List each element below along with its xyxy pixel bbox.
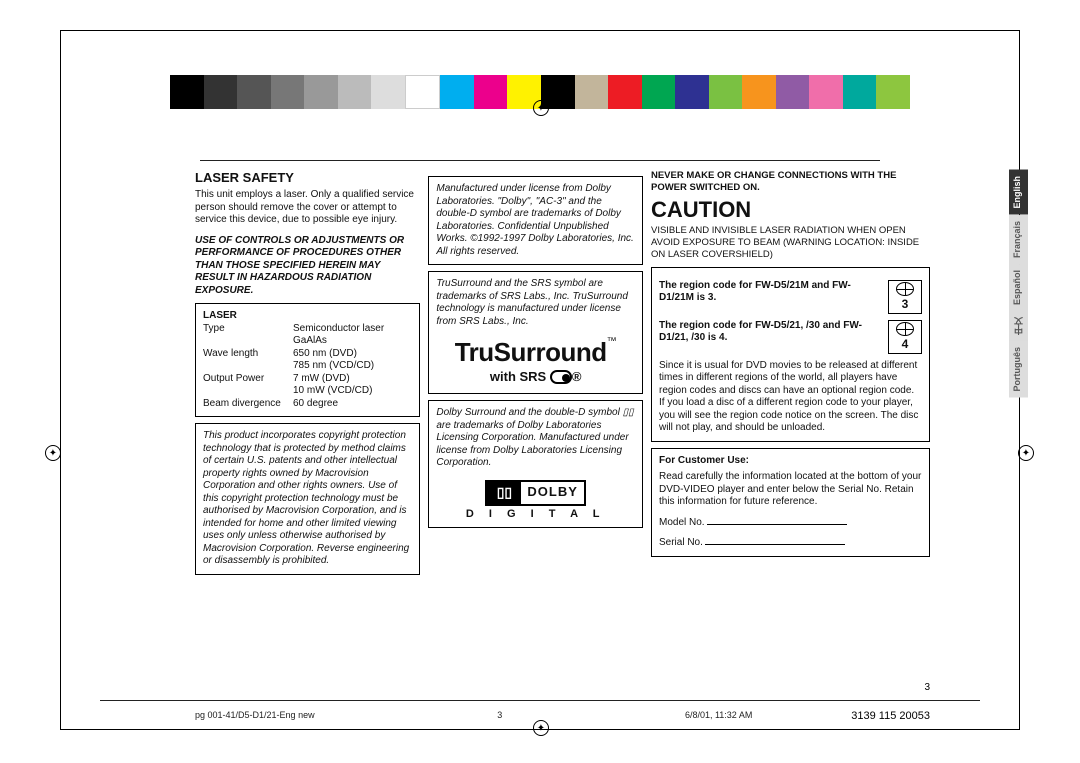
footer-page: 3 bbox=[497, 710, 502, 720]
srs-text: TruSurround and the SRS symbol are trade… bbox=[436, 278, 635, 328]
spec-row: Wave length650 nm (DVD) bbox=[203, 348, 412, 361]
dolby-digital-sub: D I G I T A L bbox=[436, 508, 635, 522]
model-no-line: Model No. bbox=[659, 517, 922, 530]
column-2: Manufactured under license from Dolby La… bbox=[428, 170, 643, 581]
region-code-3-text: The region code for FW-D5/21M and FW-D1/… bbox=[659, 280, 882, 305]
srs-box: TruSurround and the SRS symbol are trade… bbox=[428, 271, 643, 394]
dolby-license-box-2: Dolby Surround and the double-D symbol ▯… bbox=[428, 400, 643, 528]
lang-tab-francais: Français bbox=[1009, 215, 1028, 264]
spec-row: Beam divergence60 degree bbox=[203, 398, 412, 411]
laser-label: LASER bbox=[203, 310, 412, 323]
rule-top bbox=[200, 160, 880, 161]
customer-use-box: For Customer Use: Read carefully the inf… bbox=[651, 448, 930, 557]
registration-mark-top: ✦ bbox=[533, 100, 549, 116]
footer-meta: pg 001-41/D5-D1/21-Eng new 3 6/8/01, 11:… bbox=[195, 710, 935, 720]
double-d-icon: ▯▯ bbox=[487, 482, 521, 504]
region-icon-4: 4 bbox=[888, 320, 922, 354]
column-3: NEVER MAKE OR CHANGE CONNECTIONS WITH TH… bbox=[651, 170, 930, 581]
spec-row: 10 mW (VCD/CD) bbox=[203, 385, 412, 398]
with-label: with bbox=[490, 369, 520, 384]
dolby-word: DOLBY bbox=[521, 482, 584, 504]
language-tabs: English Français Español 中文 Português bbox=[1009, 170, 1028, 397]
lang-tab-english: English bbox=[1009, 170, 1028, 215]
tm-symbol: ™ bbox=[607, 336, 617, 347]
trusurround-word: TruSurround bbox=[455, 337, 607, 367]
footer-date: 6/8/01, 11:32 AM bbox=[685, 710, 752, 720]
rule-bottom bbox=[100, 700, 980, 701]
region-icon-3: 3 bbox=[888, 280, 922, 314]
region-code-4-text: The region code for FW-D5/21, /30 and FW… bbox=[659, 320, 882, 345]
lang-tab-chinese: 中文 bbox=[1009, 311, 1028, 341]
globe-icon bbox=[896, 322, 914, 336]
globe-icon bbox=[896, 282, 914, 296]
page-number: 3 bbox=[924, 682, 930, 693]
laser-hazard-warning: USE OF CONTROLS OR ADJUSTMENTS OR PERFOR… bbox=[195, 235, 420, 298]
spec-row: 785 nm (VCD/CD) bbox=[203, 360, 412, 373]
connection-warning: NEVER MAKE OR CHANGE CONNECTIONS WITH TH… bbox=[651, 170, 930, 194]
region-code-box: The region code for FW-D5/21M and FW-D1/… bbox=[651, 267, 930, 442]
serial-no-line: Serial No. bbox=[659, 537, 922, 550]
customer-use-heading: For Customer Use: bbox=[659, 455, 922, 468]
spec-row: TypeSemiconductor laser GaAlAs bbox=[203, 323, 412, 348]
registration-mark-right: ✦ bbox=[1018, 445, 1034, 461]
caution-body: VISIBLE AND INVISIBLE LASER RADIATION WH… bbox=[651, 225, 930, 261]
dolby-surround-text: Dolby Surround and the double-D symbol ▯… bbox=[436, 407, 635, 470]
laser-spec-box: LASER TypeSemiconductor laser GaAlAsWave… bbox=[195, 303, 420, 417]
column-1: LASER SAFETY This unit employs a laser. … bbox=[195, 170, 420, 581]
region-num-3: 3 bbox=[902, 297, 909, 312]
lang-tab-espanol: Español bbox=[1009, 264, 1028, 311]
content-columns: LASER SAFETY This unit employs a laser. … bbox=[195, 170, 930, 581]
srs-icon bbox=[550, 370, 572, 384]
region-body-text: Since it is usual for DVD movies to be r… bbox=[659, 360, 922, 435]
dolby-digital-logo: ▯▯ DOLBY D I G I T A L bbox=[436, 480, 635, 522]
dolby-license-box-1: Manufactured under license from Dolby La… bbox=[428, 176, 643, 265]
caution-heading: CAUTION bbox=[651, 196, 930, 224]
spec-row: Output Power7 mW (DVD) bbox=[203, 373, 412, 386]
laser-safety-heading: LASER SAFETY bbox=[195, 170, 420, 186]
trusurround-logo: TruSurround™ with SRS ® bbox=[436, 336, 635, 385]
customer-use-body: Read carefully the information located a… bbox=[659, 471, 922, 509]
macrovision-box: This product incorporates copyright prot… bbox=[195, 423, 420, 575]
lang-tab-portugues: Português bbox=[1009, 341, 1028, 398]
reg-symbol: ® bbox=[572, 369, 582, 384]
region-num-4: 4 bbox=[902, 337, 909, 352]
srs-word: SRS bbox=[520, 369, 547, 384]
registration-mark-bottom: ✦ bbox=[533, 720, 549, 736]
laser-safety-intro: This unit employs a laser. Only a qualif… bbox=[195, 189, 420, 227]
registration-mark-left: ✦ bbox=[45, 445, 61, 461]
footer-filename: pg 001-41/D5-D1/21-Eng new bbox=[195, 710, 315, 720]
